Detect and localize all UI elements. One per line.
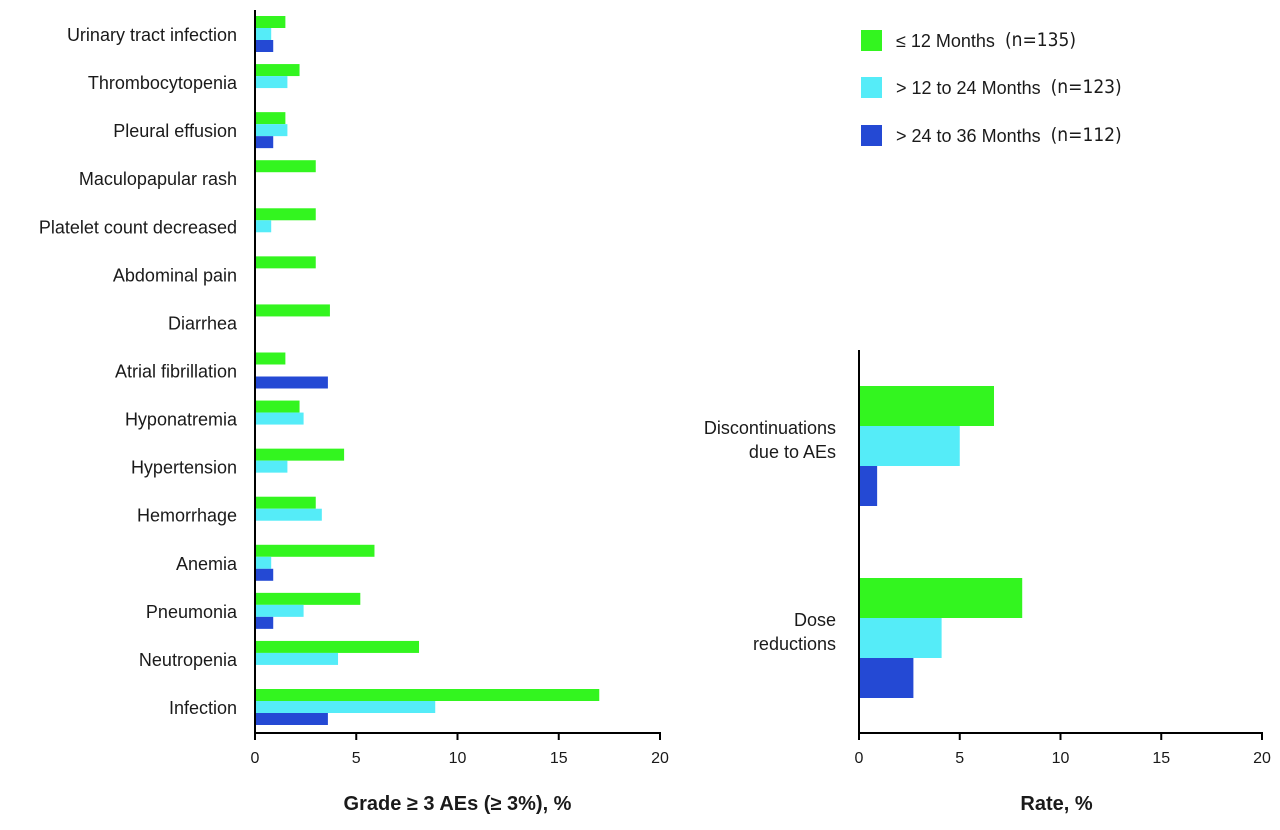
category-label-atrial-fibrillation: Atrial fibrillation — [115, 362, 237, 382]
bar-urinary-tract-infection-series-3 — [255, 40, 274, 52]
x-tick-label-10: 10 — [449, 750, 467, 767]
x-tick-label-right-5: 5 — [955, 750, 964, 767]
bar-discontinuations-due-to-aes-series-3 — [859, 466, 878, 506]
bar-pleural-effusion-series-3 — [255, 136, 274, 149]
bar-pneumonia-series-1 — [255, 592, 361, 605]
bar-dose-reductions-series-2 — [859, 618, 942, 658]
bar-platelet-count-decreased-series-1 — [255, 208, 316, 221]
bar-abdominal-pain-series-1 — [255, 256, 316, 269]
legend-label-3: > 24 to 36 Months — [896, 126, 1041, 146]
x-tick-label-0: 0 — [251, 750, 260, 767]
bar-urinary-tract-infection-series-1 — [255, 16, 286, 28]
category-label-thrombocytopenia: Thrombocytopenia — [88, 73, 238, 93]
category-label-urinary-tract-infection: Urinary tract infection — [67, 25, 237, 45]
legend-swatch-3 — [861, 125, 882, 146]
bar-neutropenia-series-1 — [255, 640, 420, 653]
legend-n-2: (n=123) — [1051, 76, 1122, 98]
category-label-anemia: Anemia — [176, 554, 238, 574]
legend: ≤ 12 Months (n=135) > 12 to 24 Months (n=12… — [861, 29, 1122, 146]
category-label-maculopapular-rash: Maculopapular rash — [79, 169, 237, 189]
bar-discontinuations-due-to-aes-series-1 — [859, 386, 995, 426]
bar-thrombocytopenia-series-1 — [255, 64, 300, 77]
legend-label-1: ≤ 12 Months — [896, 31, 995, 51]
bar-atrial-fibrillation-series-3 — [255, 376, 328, 389]
bar-platelet-count-decreased-series-2 — [255, 220, 272, 233]
x-tick-label-right-0: 0 — [855, 750, 864, 767]
category-label-dose-reductions-line-1: Dose — [794, 610, 836, 630]
bar-dose-reductions-series-1 — [859, 578, 1023, 618]
category-label-dose-reductions-line-2: reductions — [753, 634, 836, 654]
bar-anemia-series-2 — [255, 556, 272, 569]
category-label-abdominal-pain: Abdominal pain — [113, 265, 237, 285]
bar-dose-reductions-series-3 — [859, 658, 914, 698]
bar-discontinuations-due-to-aes-series-2 — [859, 426, 960, 466]
x-tick-label-15: 15 — [550, 750, 568, 767]
legend-swatch-2 — [861, 77, 882, 98]
x-tick-label-20: 20 — [651, 750, 669, 767]
bar-diarrhea-series-1 — [255, 304, 330, 317]
bar-atrial-fibrillation-series-1 — [255, 352, 286, 365]
x-tick-label-5: 5 — [352, 750, 361, 767]
category-label-platelet-count-decreased: Platelet count decreased — [39, 217, 237, 237]
x-tick-label-right-10: 10 — [1052, 750, 1070, 767]
category-label-neutropenia: Neutropenia — [139, 650, 238, 670]
category-label-infection: Infection — [169, 698, 237, 718]
bar-hemorrhage-series-2 — [255, 508, 322, 521]
x-tick-label-right-20: 20 — [1253, 750, 1271, 767]
legend-label-2: > 12 to 24 Months — [896, 78, 1041, 98]
bar-neutropenia-series-2 — [255, 652, 339, 665]
bar-anemia-series-1 — [255, 544, 375, 557]
category-label-discontinuations-due-to-aes-line-1: Discontinuations — [704, 418, 836, 438]
bar-hypertension-series-2 — [255, 460, 288, 473]
category-label-hypertension: Hypertension — [131, 458, 237, 478]
bar-maculopapular-rash-series-1 — [255, 160, 316, 173]
x-tick-label-right-15: 15 — [1152, 750, 1170, 767]
bar-pleural-effusion-series-1 — [255, 112, 286, 125]
bar-pneumonia-series-3 — [255, 616, 274, 629]
x-axis-label-right: Rate, % — [1020, 793, 1092, 815]
left-chart-grade3-aes: Urinary tract infection Thrombocytopenia P… — [39, 10, 669, 815]
x-axis-label: Grade ≥ 3 AEs (≥ 3%), % — [344, 793, 572, 815]
category-label-diarrhea: Diarrhea — [168, 313, 238, 333]
bar-urinary-tract-infection-series-2 — [255, 28, 272, 40]
bar-hemorrhage-series-1 — [255, 496, 316, 509]
bar-hypertension-series-1 — [255, 448, 345, 461]
right-chart-rate: Discontinuations due to AEs Dose reductions… — [704, 350, 1271, 815]
bar-anemia-series-3 — [255, 568, 274, 581]
category-label-pleural-effusion: Pleural effusion — [113, 121, 237, 141]
bar-pneumonia-series-2 — [255, 604, 304, 617]
category-label-hemorrhage: Hemorrhage — [137, 506, 237, 526]
bar-hyponatremia-series-1 — [255, 400, 300, 413]
legend-swatch-1 — [861, 30, 882, 51]
category-label-pneumonia: Pneumonia — [146, 602, 238, 622]
bar-infection-series-2 — [255, 701, 436, 713]
bar-infection-series-3 — [255, 713, 328, 725]
bar-infection-series-1 — [255, 689, 600, 701]
bar-hyponatremia-series-2 — [255, 412, 304, 425]
bar-pleural-effusion-series-2 — [255, 124, 288, 137]
category-label-discontinuations-due-to-aes-line-2: due to AEs — [749, 442, 836, 462]
category-label-hyponatremia: Hyponatremia — [125, 410, 238, 430]
bar-thrombocytopenia-series-2 — [255, 76, 288, 89]
legend-n-1: (n=135) — [1005, 29, 1076, 51]
legend-n-3: (n=112) — [1051, 124, 1122, 146]
